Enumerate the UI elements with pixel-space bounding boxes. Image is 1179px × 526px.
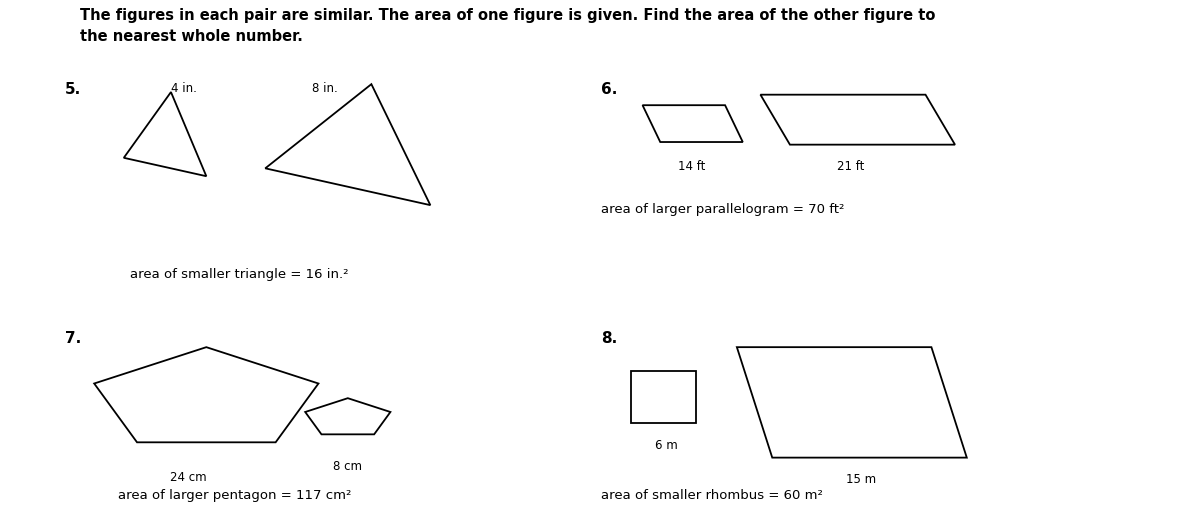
Text: 21 ft: 21 ft: [837, 160, 864, 174]
Text: 6 m: 6 m: [654, 439, 678, 452]
Text: 6.: 6.: [601, 82, 618, 97]
Text: 4 in.: 4 in.: [171, 82, 197, 95]
Text: area of smaller triangle = 16 in.²: area of smaller triangle = 16 in.²: [130, 268, 348, 281]
Text: 8 cm: 8 cm: [334, 460, 362, 473]
Text: area of larger pentagon = 117 cm²: area of larger pentagon = 117 cm²: [118, 489, 351, 502]
Text: area of larger parallelogram = 70 ft²: area of larger parallelogram = 70 ft²: [601, 203, 844, 216]
Text: the nearest whole number.: the nearest whole number.: [80, 29, 303, 44]
Text: The figures in each pair are similar. The area of one figure is given. Find the : The figures in each pair are similar. Th…: [80, 8, 936, 23]
Text: 15 m: 15 m: [845, 473, 876, 487]
Text: area of smaller rhombus = 60 m²: area of smaller rhombus = 60 m²: [601, 489, 823, 502]
Text: 24 cm: 24 cm: [170, 471, 208, 484]
Text: 8 in.: 8 in.: [312, 82, 338, 95]
Text: 5.: 5.: [65, 82, 81, 97]
Text: 14 ft: 14 ft: [678, 160, 705, 174]
Text: 8.: 8.: [601, 331, 618, 347]
Text: 7.: 7.: [65, 331, 81, 347]
